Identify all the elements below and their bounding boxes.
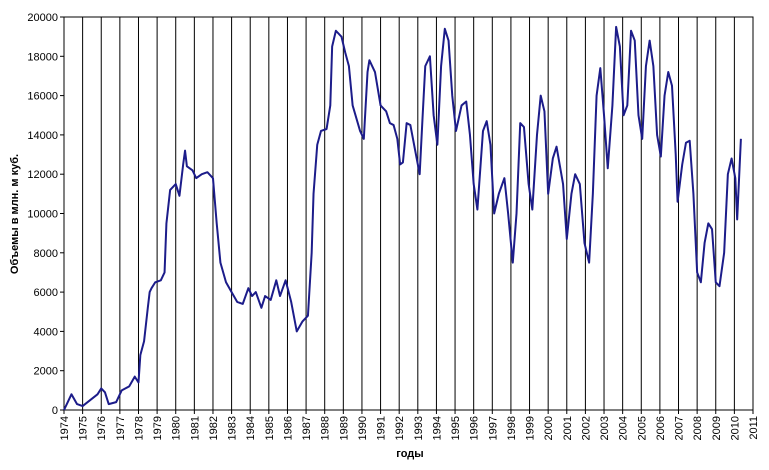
x-tick-label: 1989: [338, 416, 350, 440]
x-tick-label: 1980: [171, 416, 183, 440]
x-tick-label: 2000: [543, 416, 555, 440]
x-tick-label: 1978: [133, 416, 145, 440]
x-tick-label: 2003: [599, 416, 611, 440]
x-tick-label: 2009: [711, 416, 723, 440]
x-axis-label: годы: [396, 448, 423, 460]
y-tick-label: 18000: [27, 51, 58, 63]
x-tick-label: 1981: [189, 416, 201, 440]
x-tick-label: 1975: [78, 416, 90, 440]
x-tick-label: 2006: [655, 416, 667, 440]
y-tick-label: 0: [52, 405, 58, 417]
x-tick-label: 1985: [264, 416, 276, 440]
x-tick-label: 2011: [748, 416, 760, 440]
x-tick-label: 1986: [282, 416, 294, 440]
x-tick-label: 2001: [562, 416, 574, 440]
y-tick-label: 2000: [34, 366, 58, 378]
x-tick-label: 2008: [692, 416, 704, 440]
x-tick-label: 1982: [208, 416, 220, 440]
x-tick-label: 2005: [636, 416, 648, 440]
x-tick-label: 1993: [413, 416, 425, 440]
y-axis-label: Объемы в млн. м куб.: [9, 154, 21, 274]
x-tick-label: 1994: [431, 416, 443, 440]
x-tick-label: 1979: [152, 416, 164, 440]
y-tick-label: 4000: [34, 326, 58, 338]
y-tick-label: 8000: [34, 248, 58, 260]
x-tick-label: 1976: [96, 416, 108, 440]
x-tick-label: 2002: [580, 416, 592, 440]
y-tick-label: 16000: [27, 91, 58, 103]
x-tick-label: 1995: [450, 416, 462, 440]
x-tick-label: 1992: [394, 416, 406, 440]
x-tick-label: 1984: [245, 416, 257, 440]
x-tick-label: 1999: [525, 416, 537, 440]
x-tick-label: 1974: [59, 416, 71, 440]
x-tick-label: 1998: [506, 416, 518, 440]
x-tick-label: 1990: [357, 416, 369, 440]
x-tick-label: 1996: [469, 416, 481, 440]
y-tick-label: 12000: [27, 169, 58, 181]
x-tick-label: 2010: [729, 416, 741, 440]
x-tick-label: 1977: [115, 416, 127, 440]
data-line: [63, 25, 742, 411]
x-tick-label: 1987: [301, 416, 313, 440]
x-tick-label: 1988: [320, 416, 332, 440]
y-tick-label: 20000: [27, 12, 58, 24]
x-tick-label: 2007: [674, 416, 686, 440]
y-tick-label: 14000: [27, 130, 58, 142]
x-tick-label: 1991: [376, 416, 388, 440]
x-tick-label: 1983: [227, 416, 239, 440]
x-tick-label: 2004: [618, 416, 630, 440]
y-tick-label: 10000: [27, 209, 58, 221]
x-tick-label: 1997: [487, 416, 499, 440]
y-tick-label: 6000: [34, 287, 58, 299]
